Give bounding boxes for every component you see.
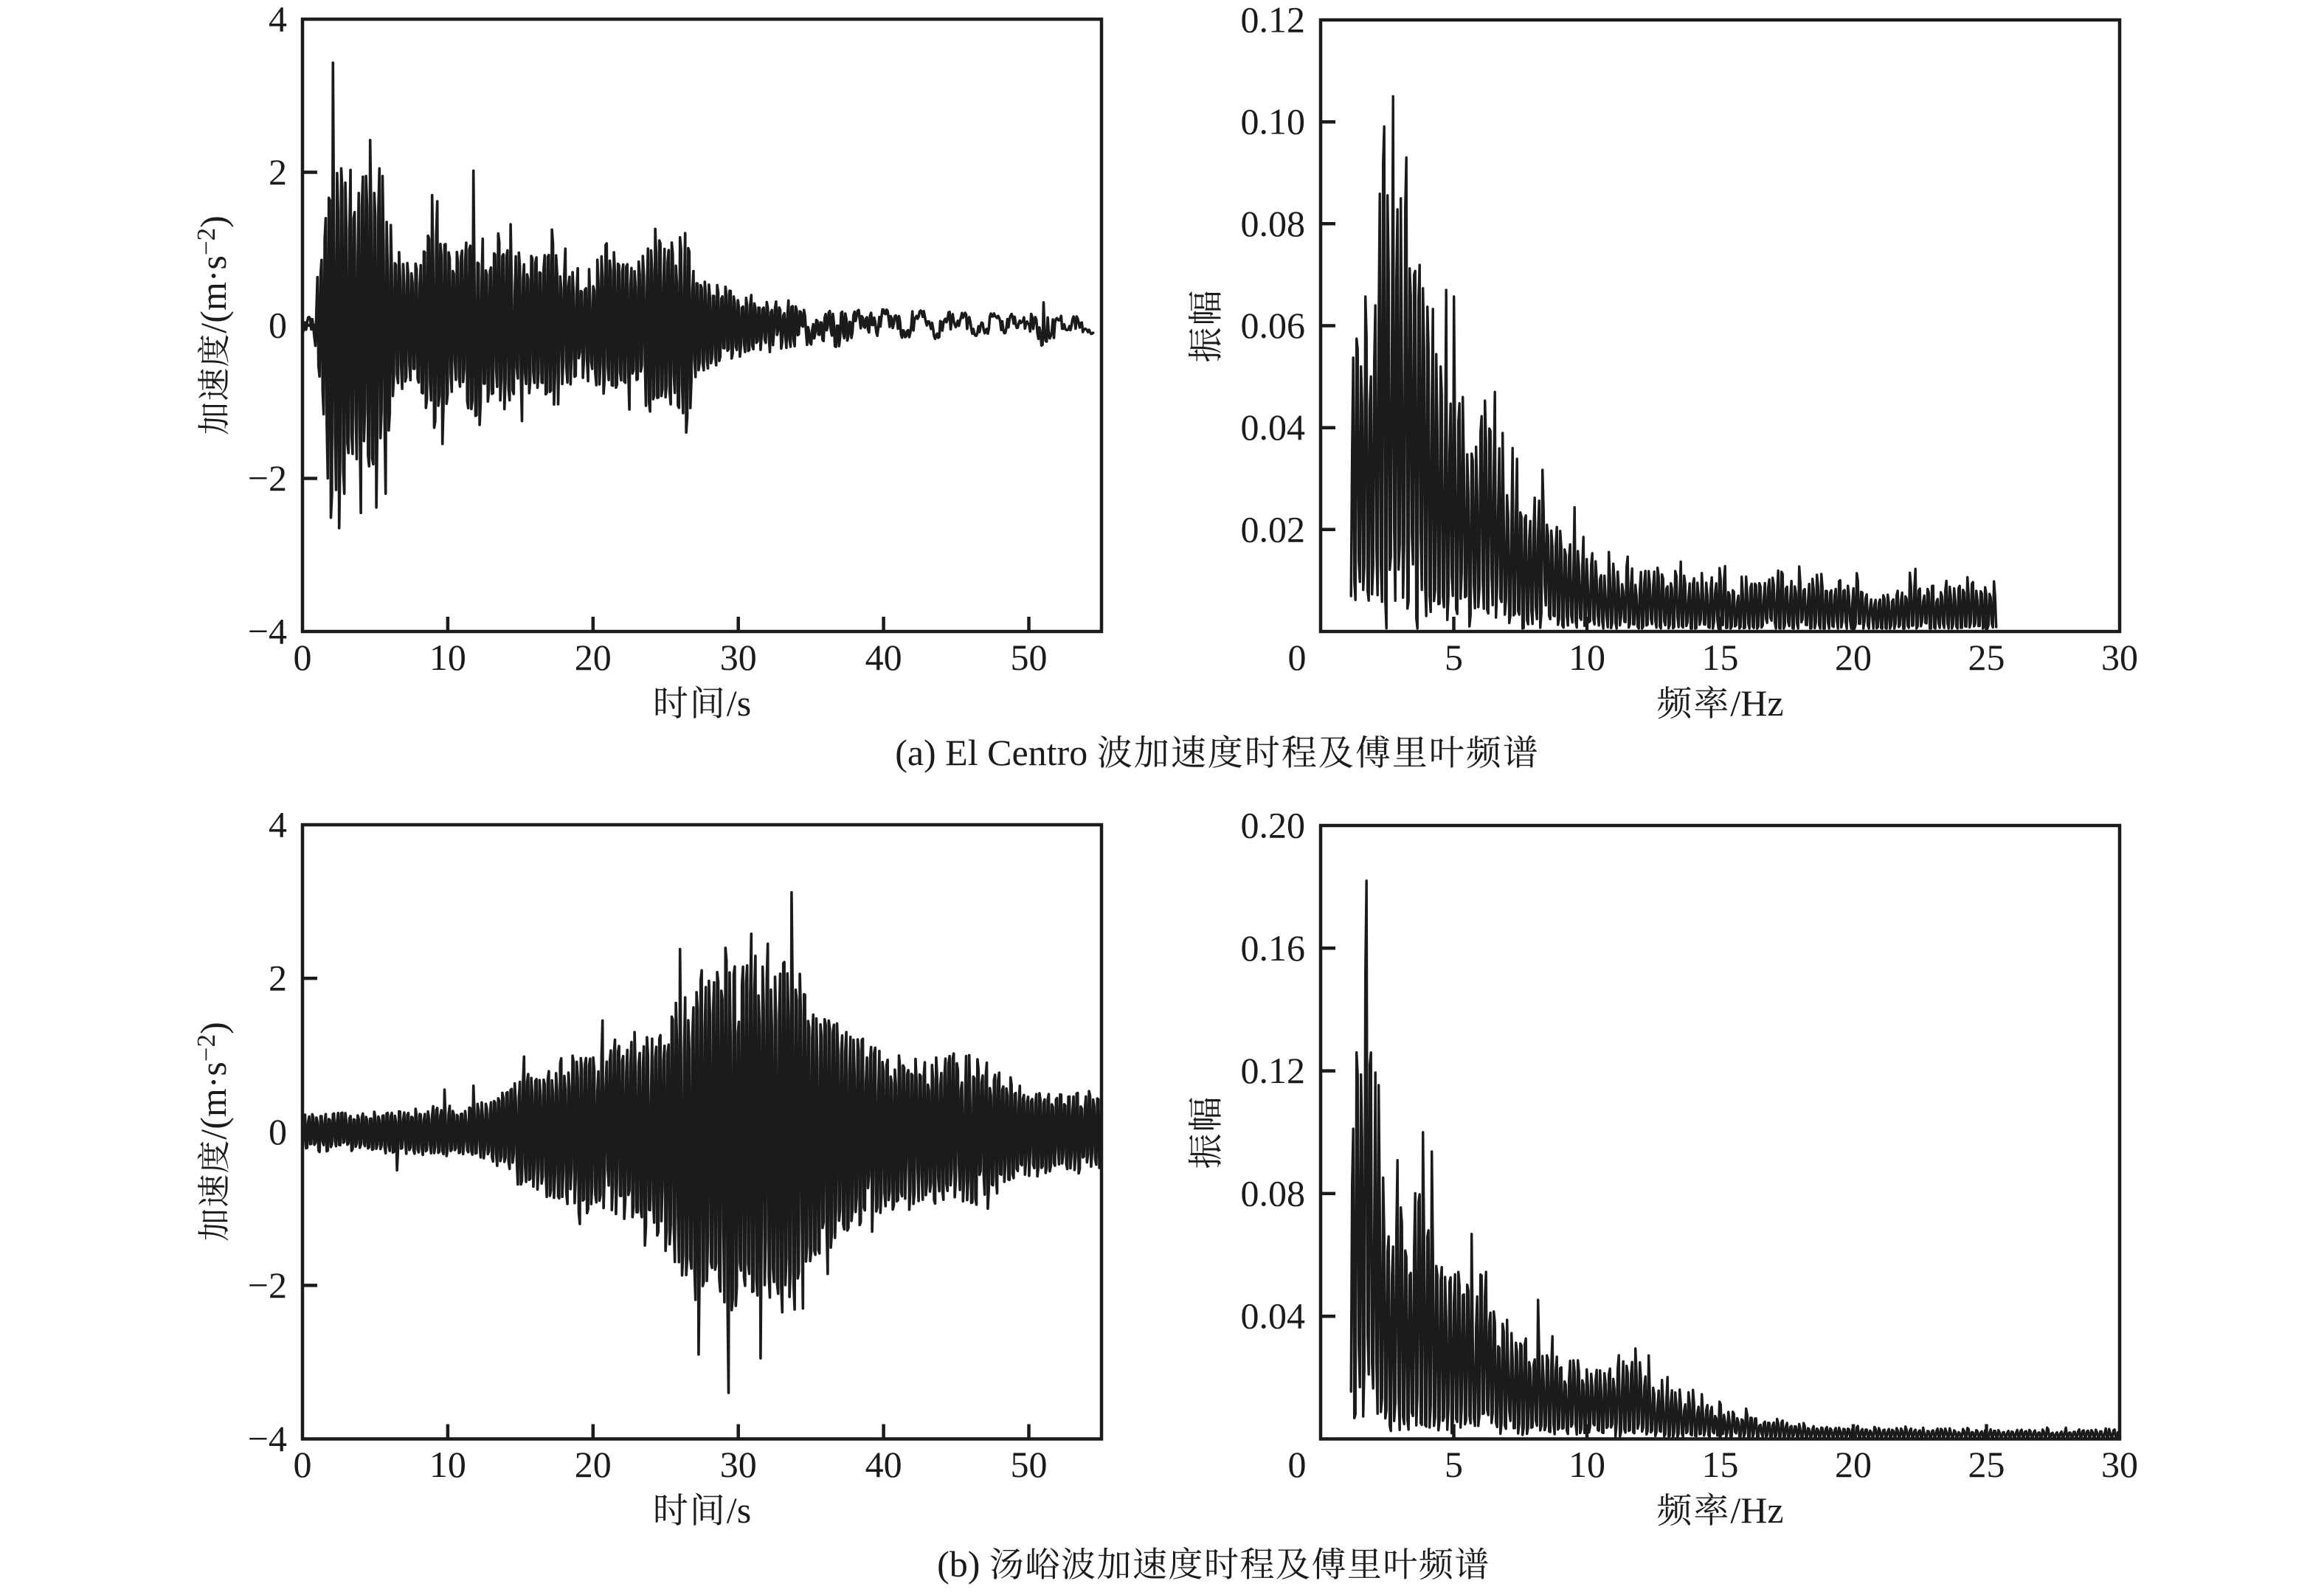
svg-text:0: 0 — [1288, 637, 1307, 678]
svg-text:0.08: 0.08 — [1241, 203, 1306, 244]
svg-text:30: 30 — [2101, 637, 2138, 678]
svg-text:0.04: 0.04 — [1241, 406, 1306, 448]
svg-text:5: 5 — [1445, 1444, 1463, 1485]
svg-text:15: 15 — [1702, 1444, 1739, 1485]
svg-text:0: 0 — [269, 1111, 287, 1152]
svg-text:(a) El Centro: (a) El Centro — [895, 732, 1097, 773]
svg-text:0.04: 0.04 — [1241, 1295, 1306, 1337]
svg-text:20: 20 — [1835, 637, 1872, 678]
svg-text:4: 4 — [269, 0, 287, 40]
svg-text:0.12: 0.12 — [1241, 0, 1306, 41]
svg-text:0: 0 — [1288, 1444, 1307, 1485]
svg-text:15: 15 — [1702, 637, 1739, 678]
svg-text:0.20: 0.20 — [1241, 805, 1306, 846]
svg-text:2: 2 — [269, 151, 287, 193]
svg-text:−2: −2 — [248, 457, 287, 499]
svg-text:50: 50 — [1011, 637, 1048, 678]
svg-text:20: 20 — [575, 1444, 612, 1485]
svg-text:20: 20 — [1835, 1444, 1872, 1485]
svg-text:/Hz: /Hz — [1730, 1489, 1783, 1531]
svg-text:10: 10 — [429, 1444, 466, 1485]
svg-text:0: 0 — [269, 305, 287, 346]
svg-text:−4: −4 — [248, 1418, 287, 1459]
svg-text:50: 50 — [1011, 1444, 1048, 1485]
svg-text:5: 5 — [1445, 637, 1463, 678]
svg-text:0: 0 — [294, 1444, 312, 1485]
svg-text:0.16: 0.16 — [1241, 927, 1306, 969]
svg-text:25: 25 — [1968, 1444, 2005, 1485]
svg-text:2: 2 — [269, 958, 287, 999]
svg-text:/Hz: /Hz — [1730, 682, 1783, 724]
svg-text:4: 4 — [269, 804, 287, 845]
svg-text:(b): (b) — [937, 1543, 989, 1585]
svg-text:0.06: 0.06 — [1241, 305, 1306, 346]
svg-text:/s: /s — [727, 682, 751, 724]
svg-text:30: 30 — [720, 1444, 757, 1485]
svg-text:0.02: 0.02 — [1241, 508, 1306, 550]
svg-text:30: 30 — [720, 637, 757, 678]
svg-text:/s: /s — [727, 1489, 751, 1531]
svg-text:0: 0 — [294, 637, 312, 678]
svg-text:−2: −2 — [248, 1264, 287, 1306]
svg-text:10: 10 — [1569, 637, 1605, 678]
svg-text:10: 10 — [1569, 1444, 1605, 1485]
svg-text:40: 40 — [865, 637, 902, 678]
svg-text:0.10: 0.10 — [1241, 101, 1306, 142]
svg-text:0.08: 0.08 — [1241, 1172, 1306, 1214]
svg-text:25: 25 — [1968, 637, 2005, 678]
svg-text:10: 10 — [429, 637, 466, 678]
svg-text:0.12: 0.12 — [1241, 1050, 1306, 1091]
svg-text:/(m·s−2): /(m·s−2) — [192, 1022, 234, 1139]
svg-text:−4: −4 — [248, 611, 287, 652]
svg-text:30: 30 — [2101, 1444, 2138, 1485]
svg-text:20: 20 — [575, 637, 612, 678]
svg-text:40: 40 — [865, 1444, 902, 1485]
